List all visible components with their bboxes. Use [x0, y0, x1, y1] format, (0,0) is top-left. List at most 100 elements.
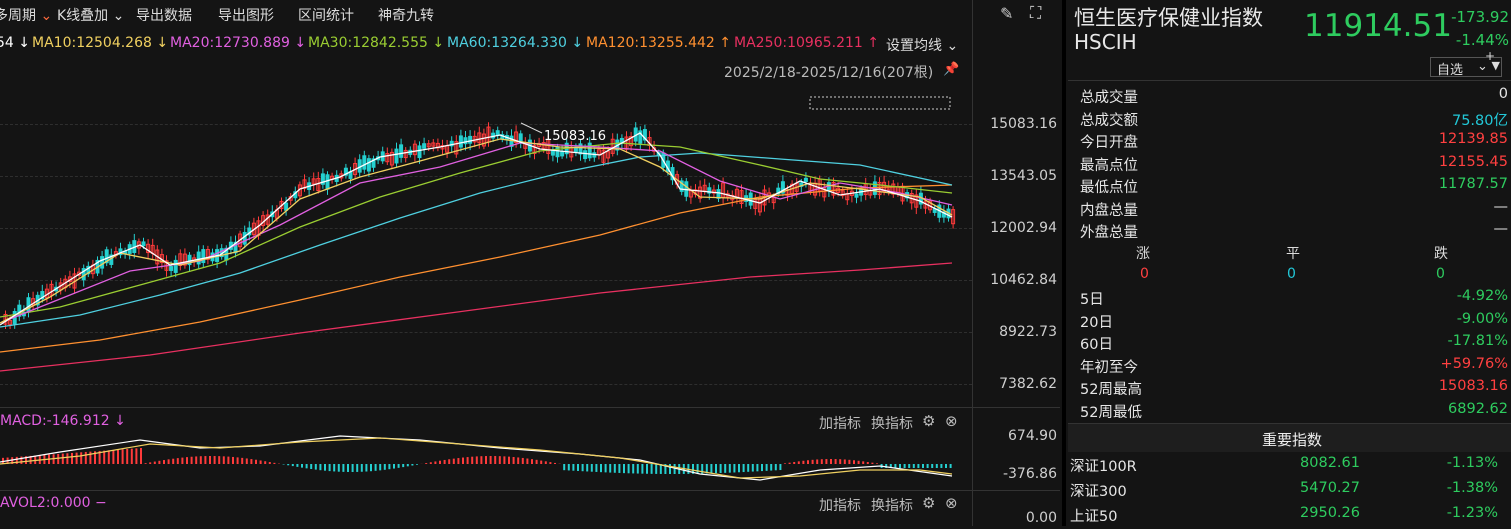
- period-menu[interactable]: 多周期 ⌄: [0, 5, 52, 25]
- macd-bar: [563, 464, 565, 470]
- avol-gear-icon[interactable]: ⚙: [922, 494, 935, 512]
- macd-bar: [844, 459, 846, 464]
- macd-close-icon[interactable]: ⊗: [945, 412, 958, 430]
- macd-bar: [361, 464, 363, 472]
- macd-bar: [609, 464, 611, 473]
- macd-bar: [264, 461, 266, 464]
- macd-bar: [352, 464, 354, 472]
- index-row-change: -1.13%: [1447, 455, 1498, 471]
- stat-label: 外盘总量: [1080, 221, 1138, 242]
- perf-value: 15083.16: [1439, 378, 1508, 394]
- macd-bar: [927, 464, 929, 468]
- macd-bar: [218, 456, 220, 464]
- index-change: -173.92: [1451, 8, 1509, 26]
- macd-bar: [628, 464, 630, 473]
- ma120-line: [0, 185, 952, 352]
- pin-icon[interactable]: 📌: [943, 62, 959, 77]
- macd-gear-icon[interactable]: ⚙: [922, 412, 935, 430]
- ma10-line: [0, 139, 952, 323]
- avol-add-indicator[interactable]: 加指标: [819, 495, 861, 515]
- macd-bar: [370, 464, 372, 471]
- macd-bar: [853, 460, 855, 464]
- export-chart-button[interactable]: 导出图形: [218, 5, 274, 25]
- macd-bar: [485, 456, 487, 464]
- macd-bar: [237, 457, 239, 464]
- kline-overlay-menu[interactable]: K线叠加 ⌄: [57, 5, 124, 25]
- macd-bar: [766, 464, 768, 471]
- perf-row: 20日-9.00%: [1080, 311, 1508, 333]
- macd-bar: [917, 464, 919, 468]
- macd-bar: [131, 449, 133, 464]
- macd-bar: [117, 450, 119, 464]
- macd-bar: [241, 458, 243, 464]
- candle: [418, 146, 421, 158]
- macd-bar: [651, 464, 653, 474]
- macd-bar: [697, 464, 699, 474]
- macd-bar: [149, 462, 151, 464]
- ma60-label: MA60:13264.330 ↓: [447, 35, 583, 51]
- macd-bar: [950, 464, 952, 468]
- macd-bar: [600, 464, 602, 472]
- up-count: 0: [1140, 266, 1149, 282]
- macd-bar: [738, 464, 740, 472]
- macd-bar: [329, 464, 331, 471]
- price-tick: 7382.62: [975, 376, 1057, 392]
- macd-bar: [177, 458, 179, 464]
- macd-bar: [209, 456, 211, 464]
- perf-label: 年初至今: [1080, 356, 1138, 377]
- macd-bar: [425, 463, 427, 464]
- macd-bar: [733, 464, 735, 472]
- stat-label: 总成交量: [1080, 86, 1138, 107]
- macd-bar: [812, 460, 814, 464]
- magic-nine-button[interactable]: 神奇九转: [378, 5, 434, 25]
- macd-bar: [871, 463, 873, 464]
- macd-bar: [945, 464, 947, 468]
- index-row-price: 5470.27: [1296, 480, 1360, 496]
- range-stats-button[interactable]: 区间统计: [298, 5, 354, 25]
- macd-bar: [158, 461, 160, 464]
- perf-label: 20日: [1080, 311, 1113, 332]
- macd-bar: [255, 460, 257, 464]
- macd-bar: [899, 464, 901, 468]
- ma10-label: MA10:12504.268 ↓: [32, 35, 168, 51]
- perf-row: 年初至今+59.76%: [1080, 356, 1508, 378]
- macd-bar: [338, 464, 340, 472]
- macd-bar: [821, 459, 823, 464]
- index-name: 恒生医疗保健业指数: [1074, 2, 1263, 32]
- stat-row: 内盘总量—: [1080, 199, 1508, 221]
- price-tick: 13543.05: [975, 168, 1057, 184]
- macd-bar: [793, 462, 795, 464]
- macd-bar: [591, 464, 593, 472]
- candlestick-chart[interactable]: 15083.16: [0, 85, 972, 405]
- index-row-name: 上证50: [1070, 505, 1117, 526]
- macd-bar: [784, 463, 786, 464]
- macd-bar: [904, 464, 906, 468]
- macd-bar: [301, 464, 303, 468]
- macd-bar: [747, 464, 749, 472]
- macd-bar: [720, 464, 722, 473]
- export-data-button[interactable]: 导出数据: [136, 5, 192, 25]
- macd-bar: [779, 464, 781, 470]
- avol-close-icon[interactable]: ⊗: [945, 494, 958, 512]
- ma120-label: MA120:13255.442 ↑: [586, 35, 731, 51]
- ma250-label: MA250:10965.211 ↑: [734, 35, 879, 51]
- avol-switch-indicator[interactable]: 换指标: [871, 495, 913, 515]
- chart-area[interactable]: 多周期 ⌄ K线叠加 ⌄ 导出数据 导出图形 区间统计 神奇九转 ✎ ⛶ 54 …: [0, 0, 1060, 526]
- watchlist-dropdown[interactable]: + 自选 ⌄ ▼: [1430, 57, 1502, 77]
- macd-bar: [227, 457, 229, 464]
- draw-tool-icon[interactable]: ✎: [1000, 4, 1013, 23]
- macd-bar: [126, 449, 128, 464]
- macd-bar: [513, 457, 515, 464]
- fullscreen-icon[interactable]: ⛶: [1030, 3, 1041, 23]
- ma-setting-button[interactable]: 设置均线 ⌄: [886, 35, 958, 55]
- candle: [363, 156, 366, 169]
- stat-label: 最低点位: [1080, 176, 1138, 197]
